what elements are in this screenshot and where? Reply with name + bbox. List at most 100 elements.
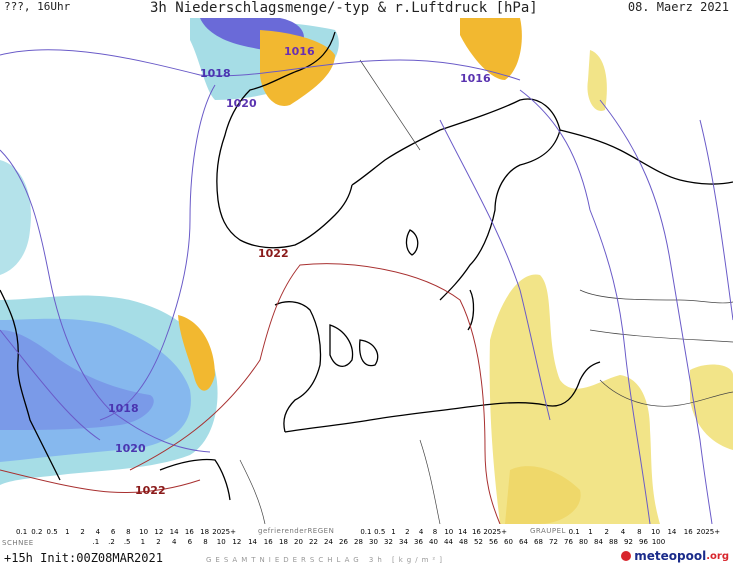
legend-snow-top: 0.1 0.2 0.5 1 2 4 6 8 10 12 14 16 18 2025+ — [14, 528, 236, 536]
legend-tick-label: 34 — [399, 538, 408, 546]
map-title: 3h Niederschlagsmenge/-typ & r.Luftdruck… — [150, 0, 538, 16]
isobar-label: 1020 — [226, 97, 257, 110]
legend-tick-label: 76 — [564, 538, 573, 546]
legend-freezing-label: gefrierenderREGEN — [258, 527, 335, 535]
legend-tick-label: 0.5 — [46, 528, 58, 536]
legend-tick-label: .2 — [108, 538, 115, 546]
legend-tick-label: 28 — [354, 538, 363, 546]
isobar-label: 1018 — [200, 67, 231, 80]
legend-tick-label: 44 — [444, 538, 453, 546]
legend-tick-label: 6 — [187, 538, 193, 546]
legend-tick-label: 10 — [444, 528, 454, 536]
legend-tick-label: 1 — [391, 528, 396, 536]
legend-tick-label: 52 — [474, 538, 483, 546]
legend-tick-label: 2 — [405, 528, 410, 536]
legend-tick-label: 18 — [200, 528, 210, 536]
legend-tick-label: 2 — [80, 528, 85, 536]
brand-name: meteopool — [634, 549, 707, 563]
legend-tick-label: 48 — [459, 538, 468, 546]
legend-tick-label: 30 — [369, 538, 378, 546]
legend-tick-label: 2025+ — [483, 528, 507, 536]
legend-tick-label: 4 — [418, 528, 424, 536]
forecast-date: 08. Maerz 2021 — [627, 0, 729, 14]
logo-icon — [621, 551, 632, 561]
legend-tick-label: 0.1 — [360, 528, 372, 536]
legend-tick-label: 8 — [203, 538, 208, 546]
legend-tick-label: 12 — [232, 538, 242, 546]
brand-logo[interactable]: meteopool .org — [621, 549, 729, 563]
legend-tick-label: 8 — [637, 528, 642, 536]
legend-tick-label: 10 — [139, 528, 149, 536]
isobar-label: 1016 — [460, 72, 491, 85]
legend-graupel: 0.1 1 2 4 8 10 14 16 2025+ — [566, 528, 720, 536]
map-header: ???, 16Uhr 3h Niederschlagsmenge/-typ & … — [0, 0, 733, 18]
legend-tick-label: 32 — [384, 538, 393, 546]
legend-snow-label: SCHNEE — [2, 539, 34, 547]
model-run-info: +15h Init:00Z08MAR2021 — [4, 551, 163, 565]
legend-tick-label: 2025+ — [696, 528, 721, 536]
legend-tick-label: 100 — [651, 538, 666, 546]
legend-tick-label: 0.1 — [568, 528, 580, 536]
isobar-label: 1018 — [108, 402, 139, 415]
legend-tick-label: 10 — [216, 538, 226, 546]
legend-tick-label: 80 — [579, 538, 588, 546]
legend-tick-label: 14 — [458, 528, 468, 536]
legend-tick-label: 92 — [624, 538, 633, 546]
isobar-label: 1022 — [135, 484, 166, 497]
legend-tick-label: 1 — [588, 528, 593, 536]
legend-tick-label: 36 — [414, 538, 423, 546]
legend-graupel-label: GRAUPEL — [530, 527, 566, 535]
precip-snow-west — [0, 160, 218, 485]
legend-tick-label: 16 — [184, 528, 194, 536]
isobar-labels: 1016 1018 1020 1016 1022 1018 1020 1022 — [108, 45, 491, 497]
precip-norway-north — [190, 18, 607, 111]
isobar-label: 1016 — [284, 45, 315, 58]
legend-tick-label: 14 — [169, 528, 179, 536]
legend-rain: 18 20 22 24 26 28 30 32 34 36 40 44 48 52 56 60 64 68 72 76… — [276, 538, 666, 546]
legend-tick-label: .1 — [92, 538, 100, 546]
legend-tick-label: 60 — [504, 538, 513, 546]
legend-tick-label: 2 — [156, 538, 161, 546]
legend-tick-label: 56 — [489, 538, 498, 546]
legend-tick-label: 26 — [339, 538, 348, 546]
legend-tick-label: 1 — [140, 538, 146, 546]
legend-tick-label: 88 — [609, 538, 618, 546]
legend-tick-label: 84 — [594, 538, 603, 546]
legend-tick-label: 22 — [309, 538, 318, 546]
legend-tick-label: 14 — [667, 528, 677, 536]
isobars — [0, 49, 733, 525]
legend-tick-label: 68 — [534, 538, 543, 546]
brand-tld: .org — [706, 550, 729, 562]
legend-tick-label: 6 — [110, 528, 116, 536]
legend-tick-label: 8 — [432, 528, 438, 536]
legend-tick-label: 64 — [519, 538, 528, 546]
forecast-time: ???, 16Uhr — [4, 0, 71, 13]
isobar-label: 1020 — [115, 442, 146, 455]
legend-tick-label: 16 — [683, 528, 693, 536]
legend-tick-label: 12 — [154, 528, 164, 536]
legend-tick-label: .5 — [123, 538, 131, 546]
legend-tick-label: 4 — [171, 538, 177, 546]
legend-tick-label: 4 — [620, 528, 626, 536]
legend-tick-label: 10 — [651, 528, 661, 536]
legend-tick-label: 72 — [549, 538, 558, 546]
legend-snow-bottom: .1.2.5 1 2 4 6 8 10 12 14 16 — [88, 538, 276, 546]
legend-tick-label: 0.2 — [31, 528, 43, 536]
legend: 0.1 0.2 0.5 1 2 4 6 8 10 12 14 16 18 2025+ SCHNEE gef… — [0, 524, 733, 566]
legend-tick-label: 1 — [65, 528, 70, 536]
borders — [239, 59, 733, 525]
legend-tick-label: 16 — [263, 538, 273, 546]
legend-tick-label: 14 — [248, 538, 258, 546]
legend-tick-label: 0.1 — [16, 528, 28, 536]
legend-tick-label: 96 — [639, 538, 648, 546]
isobar-label: 1022 — [258, 247, 289, 260]
precip-east-rain — [489, 274, 733, 524]
legend-tick-label: 8 — [126, 528, 131, 536]
legend-total-label: GESAMTNIEDERSCHLAG 3h [kg/m²] — [206, 556, 446, 564]
legend-tick-label: 18 — [279, 538, 288, 546]
legend-tick-label: 0.5 — [374, 528, 386, 536]
legend-tick-label: 24 — [324, 538, 333, 546]
legend-tick-label: 20 — [294, 538, 303, 546]
legend-tick-label: 16 — [471, 528, 481, 536]
